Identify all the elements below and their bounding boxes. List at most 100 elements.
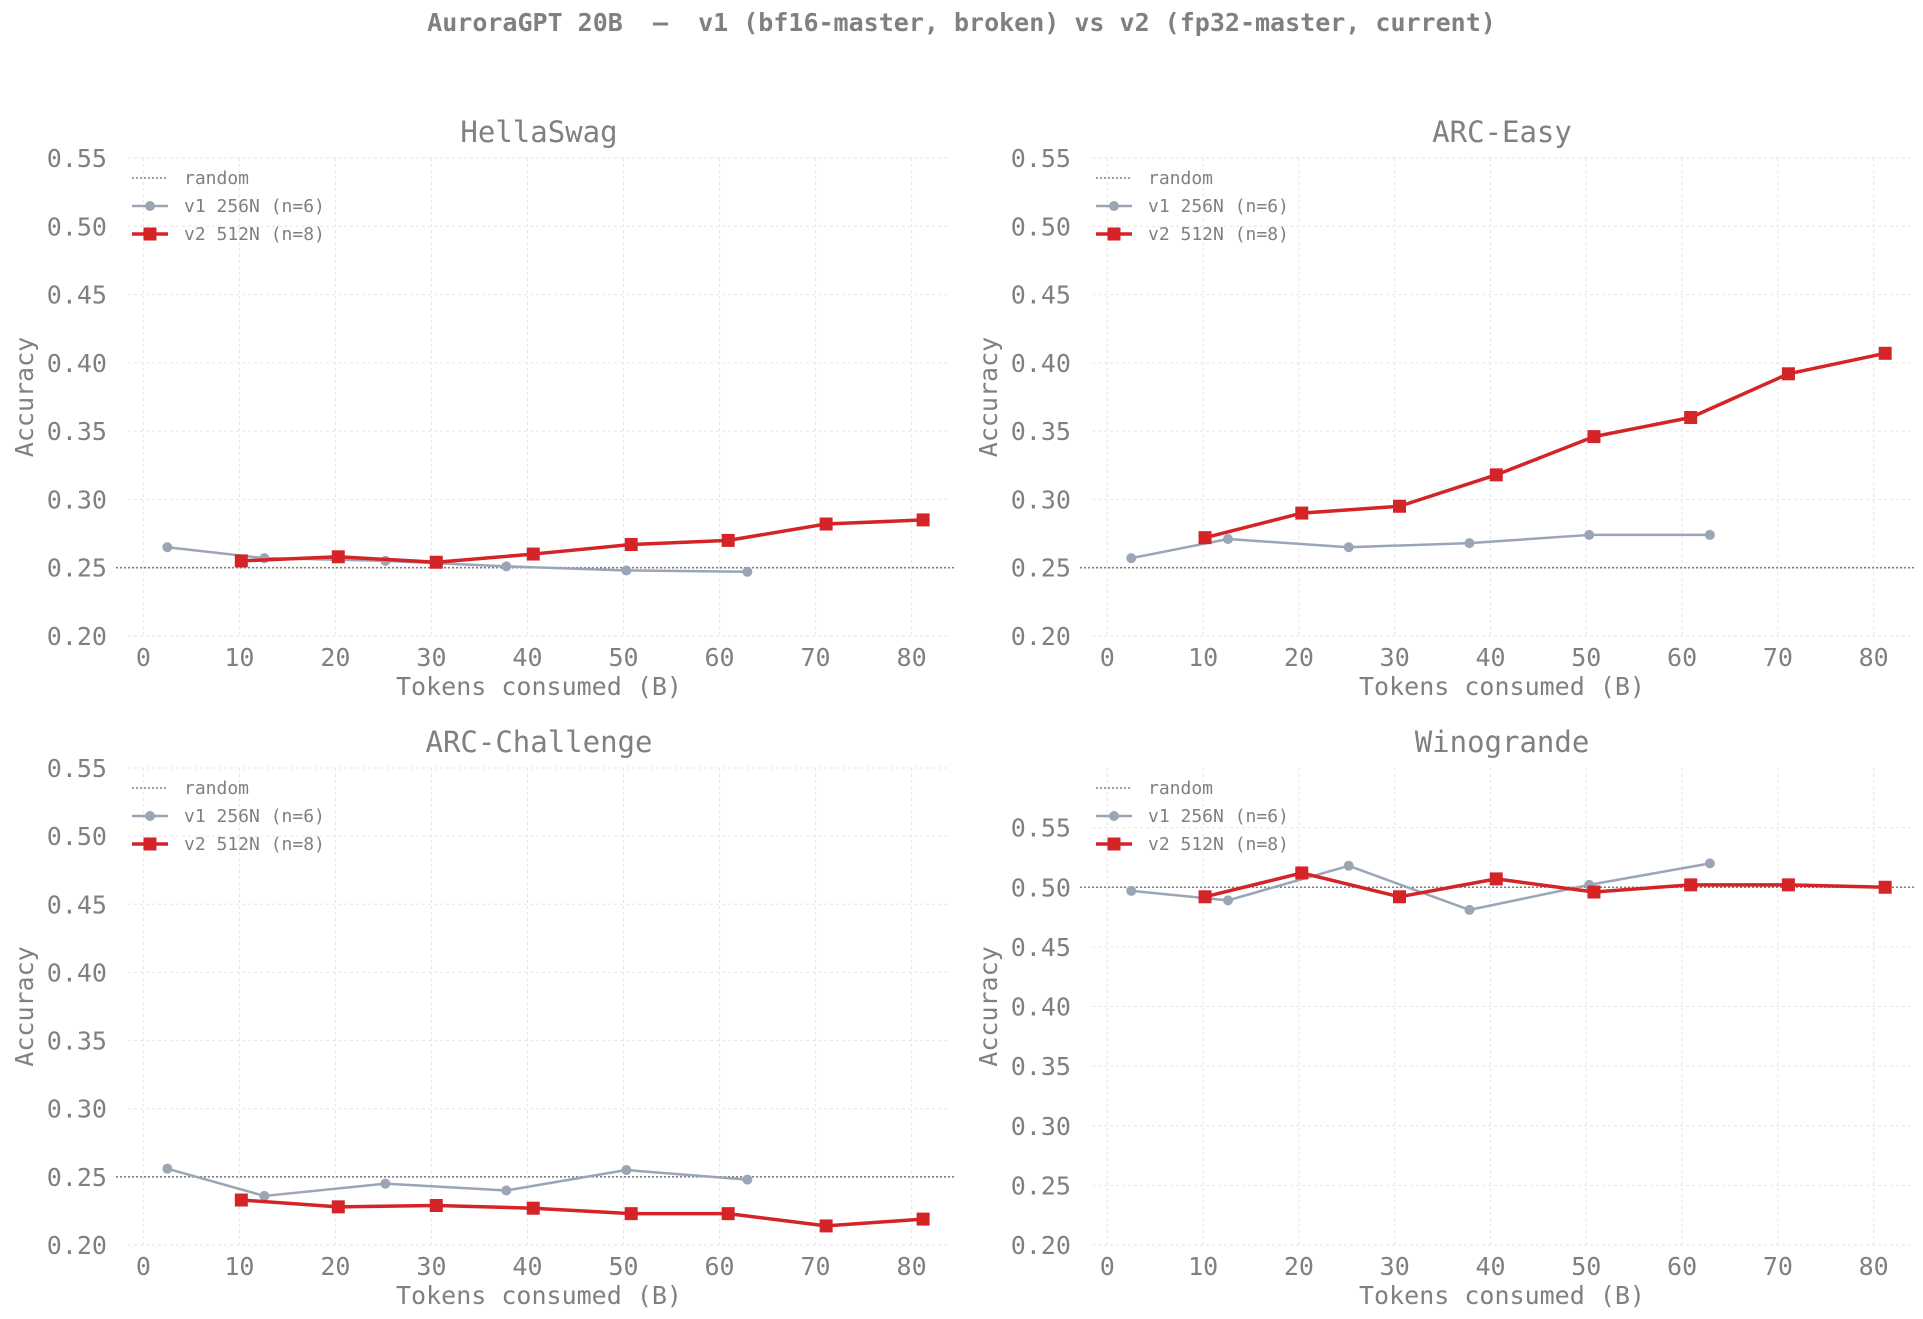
y-tick-label: 0.45 [1011,933,1071,962]
x-axis-label: Tokens consumed (B) [396,672,682,701]
legend-label: random [1148,168,1213,189]
data-point-v1 [501,561,512,572]
x-tick-label: 20 [1284,643,1314,672]
x-tick-label: 10 [1188,1252,1218,1281]
data-point-v2 [721,533,735,547]
figure-title: AuroraGPT 20B — v1 (bf16-master, broken)… [427,8,1496,37]
y-axis-label: Accuracy [10,946,39,1066]
data-point-v2 [916,513,930,527]
data-point-v2 [1878,880,1892,894]
y-tick-label: 0.50 [1011,212,1071,241]
y-tick-label: 0.55 [1011,814,1071,843]
x-tick-label: 40 [512,643,542,672]
series-line-v2 [1204,871,1886,899]
data-point-v2 [1587,430,1601,444]
data-point-v1 [621,565,632,576]
data-point-v2 [1393,890,1406,904]
data-point-v2 [1587,885,1601,899]
data-point-v1 [1584,529,1595,540]
legend-marker-v2 [1107,227,1121,241]
panel-title: ARC-Easy [1432,115,1572,149]
data-point-v1 [259,1190,270,1201]
x-tick-label: 50 [608,1252,638,1281]
data-point-v1 [1223,895,1234,906]
legend-marker-v1 [145,201,155,211]
data-point-v2 [1393,499,1406,513]
x-tick-label: 70 [801,1252,831,1281]
x-tick-label: 70 [1763,1252,1793,1281]
data-point-v2 [429,1198,443,1212]
chart-panel-1: 0 10 20 30 40 50 60 70 80 0.20 0.25 0.30 0.35 0.40 0.4… [974,115,1916,701]
data-point-v2 [1295,506,1309,520]
series-line-v2 [1204,351,1886,540]
data-point-v1 [1343,542,1354,553]
y-tick-label: 0.55 [1011,144,1071,173]
x-tick-label: 70 [1763,643,1793,672]
data-point-v1 [742,1174,753,1185]
series-line-v2 [241,1198,924,1228]
y-tick-label: 0.25 [47,554,107,583]
data-point-v2 [624,537,638,551]
data-point-v2 [1198,890,1212,904]
series-line-v1 [167,545,748,574]
x-tick-label: 80 [1859,1252,1889,1281]
x-tick-label: 30 [416,1252,446,1281]
data-point-v2 [234,554,248,568]
y-tick-label: 0.45 [47,281,107,310]
y-axis-label: Accuracy [974,946,1003,1066]
x-tick-label: 80 [897,643,927,672]
data-point-v2 [819,1219,833,1233]
y-tick-label: 0.25 [1011,554,1071,583]
legend-label: v1 256N (n=6) [184,806,325,827]
y-tick-label: 0.25 [1011,1171,1071,1200]
y-tick-label: 0.45 [1011,281,1071,310]
data-point-v1 [1464,904,1475,915]
data-point-v1 [501,1185,512,1196]
data-point-v2 [1684,878,1698,892]
data-point-v2 [429,555,443,569]
y-tick-label: 0.55 [47,754,107,783]
panel-title: HellaSwag [460,115,617,149]
data-point-v1 [380,1178,391,1189]
x-tick-label: 50 [1571,643,1601,672]
data-point-v2 [1781,878,1795,892]
data-point-v1 [1464,538,1475,549]
legend-label: random [184,168,249,189]
x-axis-label: Tokens consumed (B) [396,1281,682,1310]
y-tick-label: 0.35 [1011,417,1071,446]
legend-label: v2 512N (n=8) [1148,834,1289,855]
data-point-v2 [819,517,833,531]
legend-marker-v1 [1109,811,1119,821]
y-tick-label: 0.35 [1011,1052,1071,1081]
data-point-v1 [1223,534,1234,545]
y-tick-label: 0.50 [47,212,107,241]
legend-label: random [1148,778,1213,799]
legend-label: v1 256N (n=6) [184,196,325,217]
data-point-v1 [162,1163,173,1174]
y-tick-label: 0.35 [47,1027,107,1056]
legend-label: v2 512N (n=8) [184,224,325,245]
y-tick-label: 0.30 [47,1095,107,1124]
x-tick-label: 50 [1571,1252,1601,1281]
data-point-v2 [1781,367,1795,381]
panel-title: Winogrande [1415,725,1590,759]
chart-panel-2: 0 10 20 30 40 50 60 70 80 0.20 0.25 0.30 0.35 0.40 0.4… [10,725,954,1310]
x-tick-label: 0 [136,643,151,672]
x-tick-label: 60 [704,1252,734,1281]
data-point-v1 [1126,885,1137,896]
panel-title: ARC-Challenge [426,725,653,759]
data-point-v2 [234,1193,248,1207]
legend-marker-v2 [1107,837,1121,851]
x-tick-label: 70 [801,643,831,672]
y-tick-label: 0.40 [1011,993,1071,1022]
series-line-v2 [241,518,924,565]
x-axis-label: Tokens consumed (B) [1359,1281,1645,1310]
x-tick-label: 20 [1284,1252,1314,1281]
data-point-v1 [1343,860,1354,871]
data-point-v2 [1295,866,1309,880]
y-tick-label: 0.30 [1011,1112,1071,1141]
data-point-v2 [526,1201,540,1215]
x-tick-label: 0 [1100,643,1115,672]
data-point-v2 [1489,468,1503,482]
